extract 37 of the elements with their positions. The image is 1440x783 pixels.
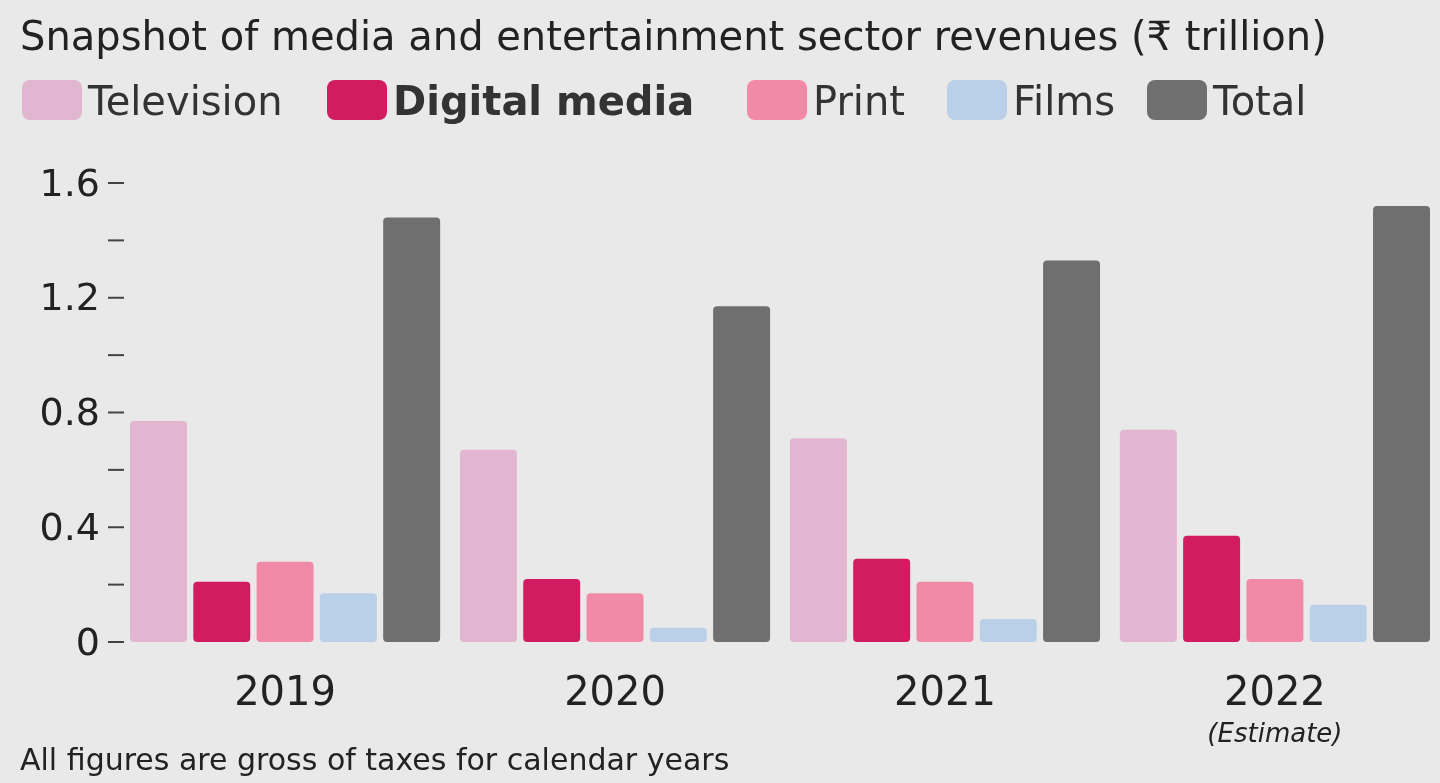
- bar: [319, 593, 377, 642]
- bar: [256, 561, 314, 642]
- bar: [789, 438, 847, 642]
- bar: [586, 593, 644, 642]
- bar: [853, 558, 911, 642]
- bar: [916, 581, 974, 642]
- legend-label: Total: [1212, 78, 1307, 124]
- bar: [130, 421, 187, 642]
- x-tick-label: 2021: [894, 668, 996, 714]
- y-tick-label: 0.8: [39, 390, 100, 435]
- x-tick-label: 2020: [564, 668, 666, 714]
- bar: [1119, 429, 1177, 642]
- legend-label: Print: [813, 78, 906, 124]
- bar: [1043, 260, 1101, 642]
- bar: [523, 578, 581, 642]
- x-tick-label: 2022: [1224, 668, 1326, 714]
- legend-label: Television: [87, 78, 283, 124]
- bar: [1309, 604, 1367, 642]
- bar: [1246, 578, 1304, 642]
- chart-title: Snapshot of media and entertainment sector revenues (₹ trillion): [20, 13, 1327, 59]
- bar: [1373, 205, 1430, 642]
- bar: [1183, 535, 1241, 642]
- y-tick-label: 0: [75, 619, 100, 664]
- bar: [193, 581, 251, 642]
- text: All figures are gross of taxes for calendar years: [20, 742, 730, 777]
- text: (Estimate): [1207, 718, 1343, 748]
- bar: [979, 619, 1037, 642]
- bar: [649, 627, 707, 642]
- bar: [459, 449, 517, 642]
- legend-label: Digital media: [393, 78, 695, 124]
- bar: [383, 217, 441, 642]
- y-tick-label: 1.2: [39, 275, 100, 320]
- legend-label: Films: [1013, 78, 1116, 124]
- y-tick-label: 0.4: [39, 504, 100, 549]
- x-tick-label: 2019: [234, 668, 336, 714]
- bar: [713, 306, 771, 642]
- y-tick-label: 1.6: [39, 160, 100, 205]
